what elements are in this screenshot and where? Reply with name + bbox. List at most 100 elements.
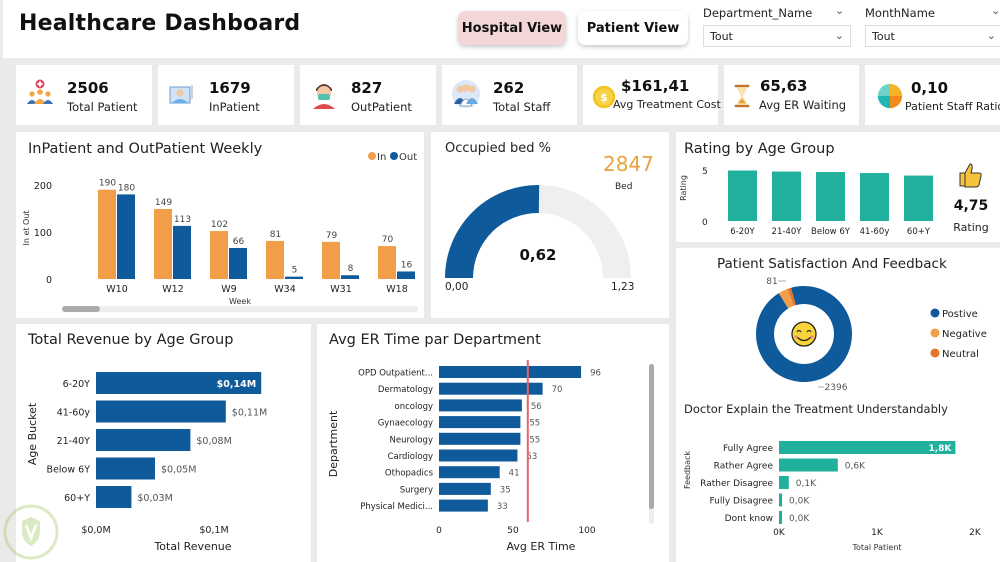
data-label: 190 <box>99 179 116 189</box>
y-tick-label: 41-60y <box>57 408 91 419</box>
negative-data-label: 81 <box>766 277 777 287</box>
bar-out[interactable] <box>173 225 191 279</box>
data-label: 16 <box>401 260 413 270</box>
er-bar[interactable] <box>439 366 582 378</box>
y-tick-label: Dont know <box>725 514 773 524</box>
bar-in[interactable] <box>154 208 172 279</box>
patient-view-button[interactable]: Patient View <box>578 11 688 45</box>
gauge-value: 0,62 <box>519 246 556 264</box>
bar-out[interactable] <box>229 247 247 279</box>
bar-in[interactable] <box>378 246 396 279</box>
feedback-bar[interactable] <box>779 441 956 454</box>
revenue-bar[interactable] <box>96 457 155 480</box>
revenue-bar[interactable] <box>96 400 226 423</box>
er-bar[interactable] <box>439 449 518 462</box>
x-tick-label: $0,1M <box>199 525 228 536</box>
rating-bar[interactable] <box>728 170 757 221</box>
y-tick-label: 0 <box>46 275 52 286</box>
rating-chart-title: Rating by Age Group <box>684 141 835 157</box>
x-tick-label: W12 <box>162 284 183 295</box>
kpi-label: Total Staff <box>493 100 551 114</box>
doctor-y-axis-title: Feedback <box>683 451 692 489</box>
donut-slice-neutral[interactable] <box>787 287 796 306</box>
data-label: 41 <box>509 469 520 479</box>
hospital-view-button[interactable]: Hospital View <box>458 11 566 45</box>
rating-bar[interactable] <box>860 173 889 221</box>
legend-label: Negative <box>942 329 987 340</box>
x-tick-label: 0 <box>436 526 442 536</box>
er-chart-title: Avg ER Time par Department <box>329 332 541 348</box>
rating-bar[interactable] <box>816 172 845 221</box>
er-bar[interactable] <box>439 416 521 429</box>
bar-out[interactable] <box>285 276 303 279</box>
y-tick-label: Neurology <box>390 435 433 445</box>
legend-in-label: In <box>377 152 386 163</box>
x-tick-label: W9 <box>221 284 236 295</box>
chevron-down-icon[interactable]: ⌄ <box>991 4 1000 17</box>
x-tick-label: W18 <box>386 284 407 295</box>
revenue-chart-title: Total Revenue by Age Group <box>28 332 234 348</box>
er-bar[interactable] <box>439 466 500 479</box>
revenue-bar[interactable] <box>96 372 262 394</box>
kpi-value: 827 <box>351 79 383 97</box>
er-bar[interactable] <box>439 499 488 512</box>
er-bar[interactable] <box>439 382 543 395</box>
kpi-value: 0,10 <box>911 79 949 97</box>
data-label: 79 <box>326 231 338 241</box>
bar-in[interactable] <box>98 189 116 279</box>
kpi-avg-er-waiting: 65,63 Avg ER Waiting <box>724 65 859 125</box>
chevron-down-icon[interactable]: ⌄ <box>835 4 845 17</box>
y-tick-label: OPD Outpatient... <box>358 369 433 379</box>
data-label: $0,11M <box>232 408 267 419</box>
hourglass-icon <box>734 84 750 108</box>
bar-in[interactable] <box>322 241 340 279</box>
horizontal-scrollbar-thumb[interactable] <box>62 306 100 312</box>
kpi-total-staff: 262 Total Staff <box>442 65 577 125</box>
horizontal-scrollbar-track[interactable] <box>62 306 418 312</box>
y-tick-label: Rather Agree <box>714 462 774 472</box>
revenue-x-axis-title: Total Revenue <box>153 540 231 553</box>
revenue-bar[interactable] <box>96 429 191 451</box>
department-dropdown[interactable]: Tout ⌄ <box>703 25 851 47</box>
gauge-chart: 0,62 0,00 1,23 <box>445 185 634 293</box>
feedback-bar[interactable] <box>779 493 782 507</box>
feedback-bar[interactable] <box>779 476 789 489</box>
x-tick-label: W31 <box>330 284 351 295</box>
bed-count-label: Bed <box>615 182 633 192</box>
rating-bar[interactable] <box>904 175 933 221</box>
kpi-value: 65,63 <box>760 77 808 95</box>
data-label: 96 <box>590 369 601 379</box>
bar-out[interactable] <box>341 275 359 279</box>
er-bar[interactable] <box>439 482 491 495</box>
gauge-title: Occupied bed % <box>445 141 551 156</box>
x-tick-label: 6-20Y <box>730 227 755 237</box>
bar-in[interactable] <box>266 240 284 279</box>
er-bar[interactable] <box>439 432 521 445</box>
chevron-down-icon: ⌄ <box>986 29 996 42</box>
data-label: 1,8K <box>928 444 952 454</box>
bar-out[interactable] <box>397 271 415 279</box>
y-tick-label: Fully Agree <box>723 444 773 454</box>
kpi-avg-treatment-cost: $ $161,41 Avg Treatment Cost <box>583 65 721 125</box>
revenue-bar[interactable] <box>96 486 132 508</box>
x-tick-label: $0,0M <box>81 525 110 536</box>
y-tick-label: Cardiology <box>388 452 433 462</box>
dollar-coin-icon: $ <box>592 85 616 109</box>
data-label: $0,03M <box>137 493 172 504</box>
vertical-scrollbar-thumb[interactable] <box>649 364 654 509</box>
bar-out[interactable] <box>117 194 135 279</box>
x-tick-label: 41-60y <box>860 227 890 237</box>
legend-marker <box>930 328 940 338</box>
x-tick-label: 0K <box>773 528 786 538</box>
feedback-bar[interactable] <box>779 458 838 472</box>
bar-in[interactable] <box>210 231 228 279</box>
masked-patient-icon <box>313 84 335 109</box>
donut-slice-negative[interactable] <box>778 288 794 309</box>
er-bar[interactable] <box>439 399 522 412</box>
month-dropdown[interactable]: Tout ⌄ <box>865 25 1000 47</box>
legend-marker <box>930 348 940 358</box>
feedback-bar[interactable] <box>779 511 782 524</box>
kpi-label: Total Patient <box>67 100 138 114</box>
rating-bar[interactable] <box>772 171 801 221</box>
donut-slice-postive[interactable] <box>756 286 852 382</box>
